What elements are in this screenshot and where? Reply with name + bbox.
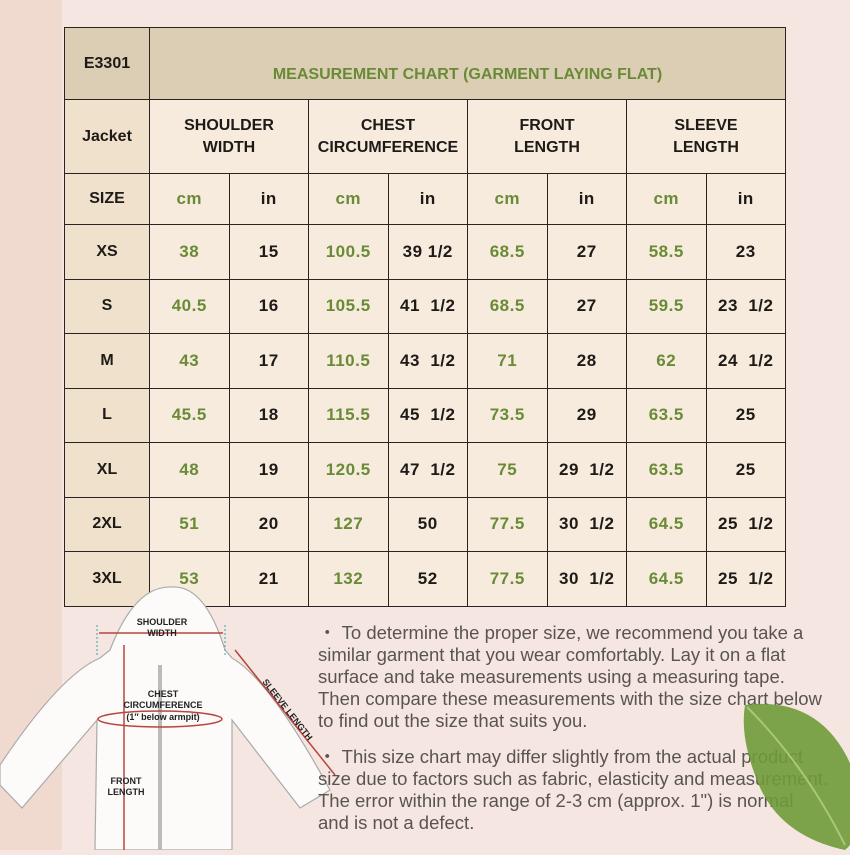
in-value: 23 [705, 224, 786, 280]
cm-value: 115.5 [308, 387, 389, 443]
in-value: 25 1/2 [705, 496, 786, 552]
cm-value: 58.5 [626, 224, 707, 280]
unit-header: in [228, 173, 309, 225]
in-value: 39 1/2 [387, 224, 468, 280]
table-row: 2XL 51 20 127 50 77.5 30 1/2 64.5 25 1/2 [64, 496, 786, 552]
cm-value: 105.5 [308, 278, 389, 334]
chest-label: CIRCUMFERENCE [123, 700, 202, 710]
cm-value: 68.5 [467, 278, 548, 334]
in-value: 15 [228, 224, 309, 280]
shoulder-label: WIDTH [147, 628, 177, 638]
in-value: 20 [228, 496, 309, 552]
in-value: 24 1/2 [705, 333, 786, 389]
table-row: L 45.5 18 115.5 45 1/2 73.5 29 63.5 25 [64, 387, 786, 443]
cm-value: 77.5 [467, 496, 548, 552]
in-value: 27 [546, 278, 627, 334]
size-cell: L [64, 387, 150, 443]
in-value: 25 1/2 [705, 551, 786, 607]
in-value: 18 [228, 387, 309, 443]
in-value: 17 [228, 333, 309, 389]
cm-value: 45.5 [149, 387, 230, 443]
cm-value: 77.5 [467, 551, 548, 607]
size-cell: XS [64, 224, 150, 280]
cm-value: 127 [308, 496, 389, 552]
front-length-label: LENGTH [108, 787, 145, 797]
in-value: 47 1/2 [387, 442, 468, 498]
jacket-diagram: SHOULDER WIDTH CHEST CIRCUMFERENCE (1″ b… [0, 586, 336, 850]
table-row: XS 38 15 100.5 39 1/2 68.5 27 58.5 23 [64, 224, 786, 280]
table-row: XL 48 19 120.5 47 1/2 75 29 1/2 63.5 25 [64, 442, 786, 498]
cm-value: 38 [149, 224, 230, 280]
cm-value: 120.5 [308, 442, 389, 498]
in-value: 25 [705, 387, 786, 443]
unit-header: cm [149, 173, 230, 225]
in-value: 30 1/2 [546, 551, 627, 607]
cm-value: 64.5 [626, 551, 707, 607]
size-cell: XL [64, 442, 150, 498]
row-label: Jacket [64, 99, 150, 174]
unit-header: cm [308, 173, 389, 225]
cm-value: 75 [467, 442, 548, 498]
chest-label: (1″ below armpit) [126, 712, 199, 722]
size-cell: 2XL [64, 496, 150, 552]
in-value: 43 1/2 [387, 333, 468, 389]
cm-value: 51 [149, 496, 230, 552]
column-header: SLEEVE LENGTH [626, 99, 786, 174]
in-value: 23 1/2 [705, 278, 786, 334]
product-code: E3301 [64, 27, 150, 100]
cm-value: 64.5 [626, 496, 707, 552]
in-value: 29 1/2 [546, 442, 627, 498]
size-cell: 3XL [64, 551, 150, 607]
cm-value: 43 [149, 333, 230, 389]
cm-value: 59.5 [626, 278, 707, 334]
in-value: 41 1/2 [387, 278, 468, 334]
note-paragraph: ・ To determine the proper size, we recom… [318, 622, 822, 731]
cm-value: 63.5 [626, 387, 707, 443]
cm-value: 100.5 [308, 224, 389, 280]
in-value: 16 [228, 278, 309, 334]
in-value: 28 [546, 333, 627, 389]
cm-value: 68.5 [467, 224, 548, 280]
cm-value: 40.5 [149, 278, 230, 334]
in-value: 29 [546, 387, 627, 443]
in-value: 19 [228, 442, 309, 498]
column-header: FRONT LENGTH [467, 99, 627, 174]
cm-value: 71 [467, 333, 548, 389]
unit-header: in [546, 173, 627, 225]
note-paragraph: ・ This size chart may differ slightly fr… [318, 746, 829, 833]
leaf-decoration [743, 703, 850, 850]
cm-value: 62 [626, 333, 707, 389]
size-chart-table: E3301 MEASUREMENT CHART (GARMENT LAYING … [64, 27, 786, 607]
unit-header: cm [626, 173, 707, 225]
sleeve-arrow [234, 649, 336, 776]
chest-ellipse [97, 710, 223, 728]
column-header: SHOULDER WIDTH [149, 99, 309, 174]
unit-header: in [705, 173, 786, 225]
cm-value: 110.5 [308, 333, 389, 389]
size-cell: S [64, 278, 150, 334]
cm-value: 73.5 [467, 387, 548, 443]
cm-value: 63.5 [626, 442, 707, 498]
in-value: 52 [387, 551, 468, 607]
table-row: S 40.5 16 105.5 41 1/2 68.5 27 59.5 23 1/2 [64, 278, 786, 334]
column-header: CHEST CIRCUMFERENCE [308, 99, 468, 174]
in-value: 50 [387, 496, 468, 552]
cm-value: 48 [149, 442, 230, 498]
size-notes: ・ To determine the proper size, we recom… [318, 622, 828, 848]
size-label: SIZE [64, 173, 150, 225]
in-value: 25 [705, 442, 786, 498]
cm-value: 132 [308, 551, 389, 607]
table-row: M 43 17 110.5 43 1/2 71 28 62 24 1/2 [64, 333, 786, 389]
unit-header: in [387, 173, 468, 225]
shoulder-label: SHOULDER [137, 617, 188, 627]
in-value: 30 1/2 [546, 496, 627, 552]
front-length-label: FRONT [111, 776, 142, 786]
chart-title: MEASUREMENT CHART (GARMENT LAYING FLAT) [149, 27, 786, 100]
in-value: 27 [546, 224, 627, 280]
size-cell: M [64, 333, 150, 389]
chest-label: CHEST [148, 689, 179, 699]
in-value: 45 1/2 [387, 387, 468, 443]
unit-header: cm [467, 173, 548, 225]
